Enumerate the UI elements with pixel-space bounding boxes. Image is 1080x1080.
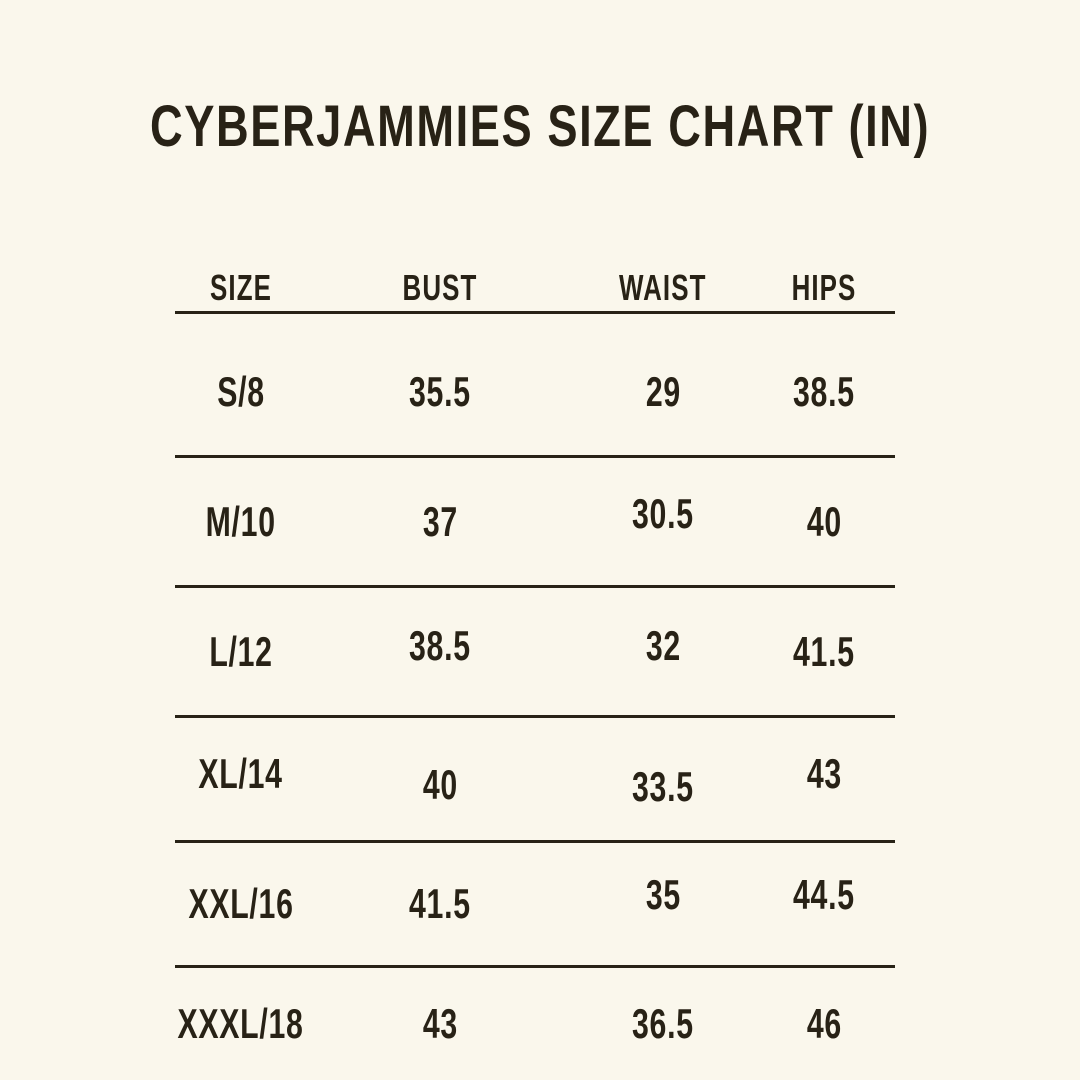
- measurement-cell: 40: [753, 458, 895, 585]
- column-header: WAIST: [573, 265, 753, 311]
- table-row: L/12 38.5 32 41.5: [175, 588, 895, 718]
- measurement-cell: 46: [753, 968, 895, 1080]
- size-table: SIZE BUST WAIST HIPS S/8 35.5 29 38.5 M/10 37 30.…: [175, 265, 895, 1080]
- measurement-cell: 33.5: [573, 718, 753, 840]
- column-header: BUST: [307, 265, 573, 311]
- cell-value: 41.5: [793, 627, 855, 675]
- measurement-cell: 38.5: [307, 588, 573, 715]
- cell-value: 37: [422, 497, 458, 545]
- cell-value: 35: [645, 871, 681, 918]
- size-label-cell: S/8: [175, 328, 307, 455]
- cell-value: 40: [806, 497, 842, 545]
- measurement-cell: 44.5: [753, 843, 895, 965]
- cell-value: 35.5: [409, 367, 471, 415]
- measurement-cell: 41.5: [753, 588, 895, 715]
- size-label-cell: XXL/16: [175, 843, 307, 965]
- measurement-cell: 37: [307, 458, 573, 585]
- measurement-cell: 36.5: [573, 968, 753, 1080]
- table-row: XL/14 40 33.5 43: [175, 718, 895, 843]
- cell-value: XXXL/18: [177, 1000, 304, 1047]
- table-row: XXXL/18 43 36.5 46: [175, 968, 895, 1080]
- page-title-text: CYBERJAMMIES SIZE CHART (IN): [149, 94, 931, 159]
- column-header-label: HIPS: [791, 267, 857, 308]
- table-row: XXL/16 41.5 35 44.5: [175, 843, 895, 968]
- measurement-cell: 35: [573, 843, 753, 965]
- cell-value: L/12: [209, 627, 273, 675]
- column-header-label: SIZE: [209, 267, 272, 308]
- cell-value: M/10: [205, 497, 276, 545]
- cell-value: S/8: [217, 367, 265, 415]
- table-row: M/10 37 30.5 40: [175, 458, 895, 588]
- page-title: CYBERJAMMIES SIZE CHART (IN): [0, 98, 1080, 156]
- measurement-cell: 38.5: [753, 328, 895, 455]
- table-row: S/8 35.5 29 38.5: [175, 314, 895, 458]
- cell-value: 29: [645, 367, 681, 415]
- size-label-cell: M/10: [175, 458, 307, 585]
- cell-value: 30.5: [632, 489, 695, 537]
- cell-value: 46: [806, 1000, 842, 1047]
- cell-value: 44.5: [793, 871, 855, 918]
- cell-value: 41.5: [409, 880, 471, 927]
- measurement-cell: 35.5: [307, 328, 573, 455]
- cell-value: 38.5: [409, 621, 471, 669]
- cell-value: XXL/16: [188, 880, 294, 927]
- measurement-cell: 32: [573, 588, 753, 715]
- cell-value: 43: [422, 1000, 458, 1047]
- cell-value: XL/14: [198, 750, 284, 797]
- size-label-cell: L/12: [175, 588, 307, 715]
- cell-value: 36.5: [632, 1000, 695, 1047]
- table-header-row: SIZE BUST WAIST HIPS: [175, 265, 895, 314]
- measurement-cell: 43: [307, 968, 573, 1080]
- size-label-cell: XL/14: [175, 718, 307, 840]
- column-header-label: BUST: [402, 267, 478, 308]
- cell-value: 32: [645, 621, 681, 669]
- table-body: S/8 35.5 29 38.5 M/10 37 30.5 40 L/12 38.5 32 41.5 X…: [175, 314, 895, 1080]
- measurement-cell: 43: [753, 718, 895, 840]
- measurement-cell: 29: [573, 328, 753, 455]
- column-header: SIZE: [175, 265, 307, 311]
- column-header: HIPS: [753, 265, 895, 311]
- size-label-cell: XXXL/18: [175, 968, 307, 1080]
- cell-value: 43: [806, 750, 842, 797]
- cell-value: 38.5: [793, 367, 855, 415]
- cell-value: 40: [422, 761, 458, 808]
- measurement-cell: 30.5: [573, 458, 753, 585]
- measurement-cell: 41.5: [307, 843, 573, 965]
- column-header-label: WAIST: [619, 267, 707, 308]
- cell-value: 33.5: [632, 763, 695, 810]
- measurement-cell: 40: [307, 718, 573, 840]
